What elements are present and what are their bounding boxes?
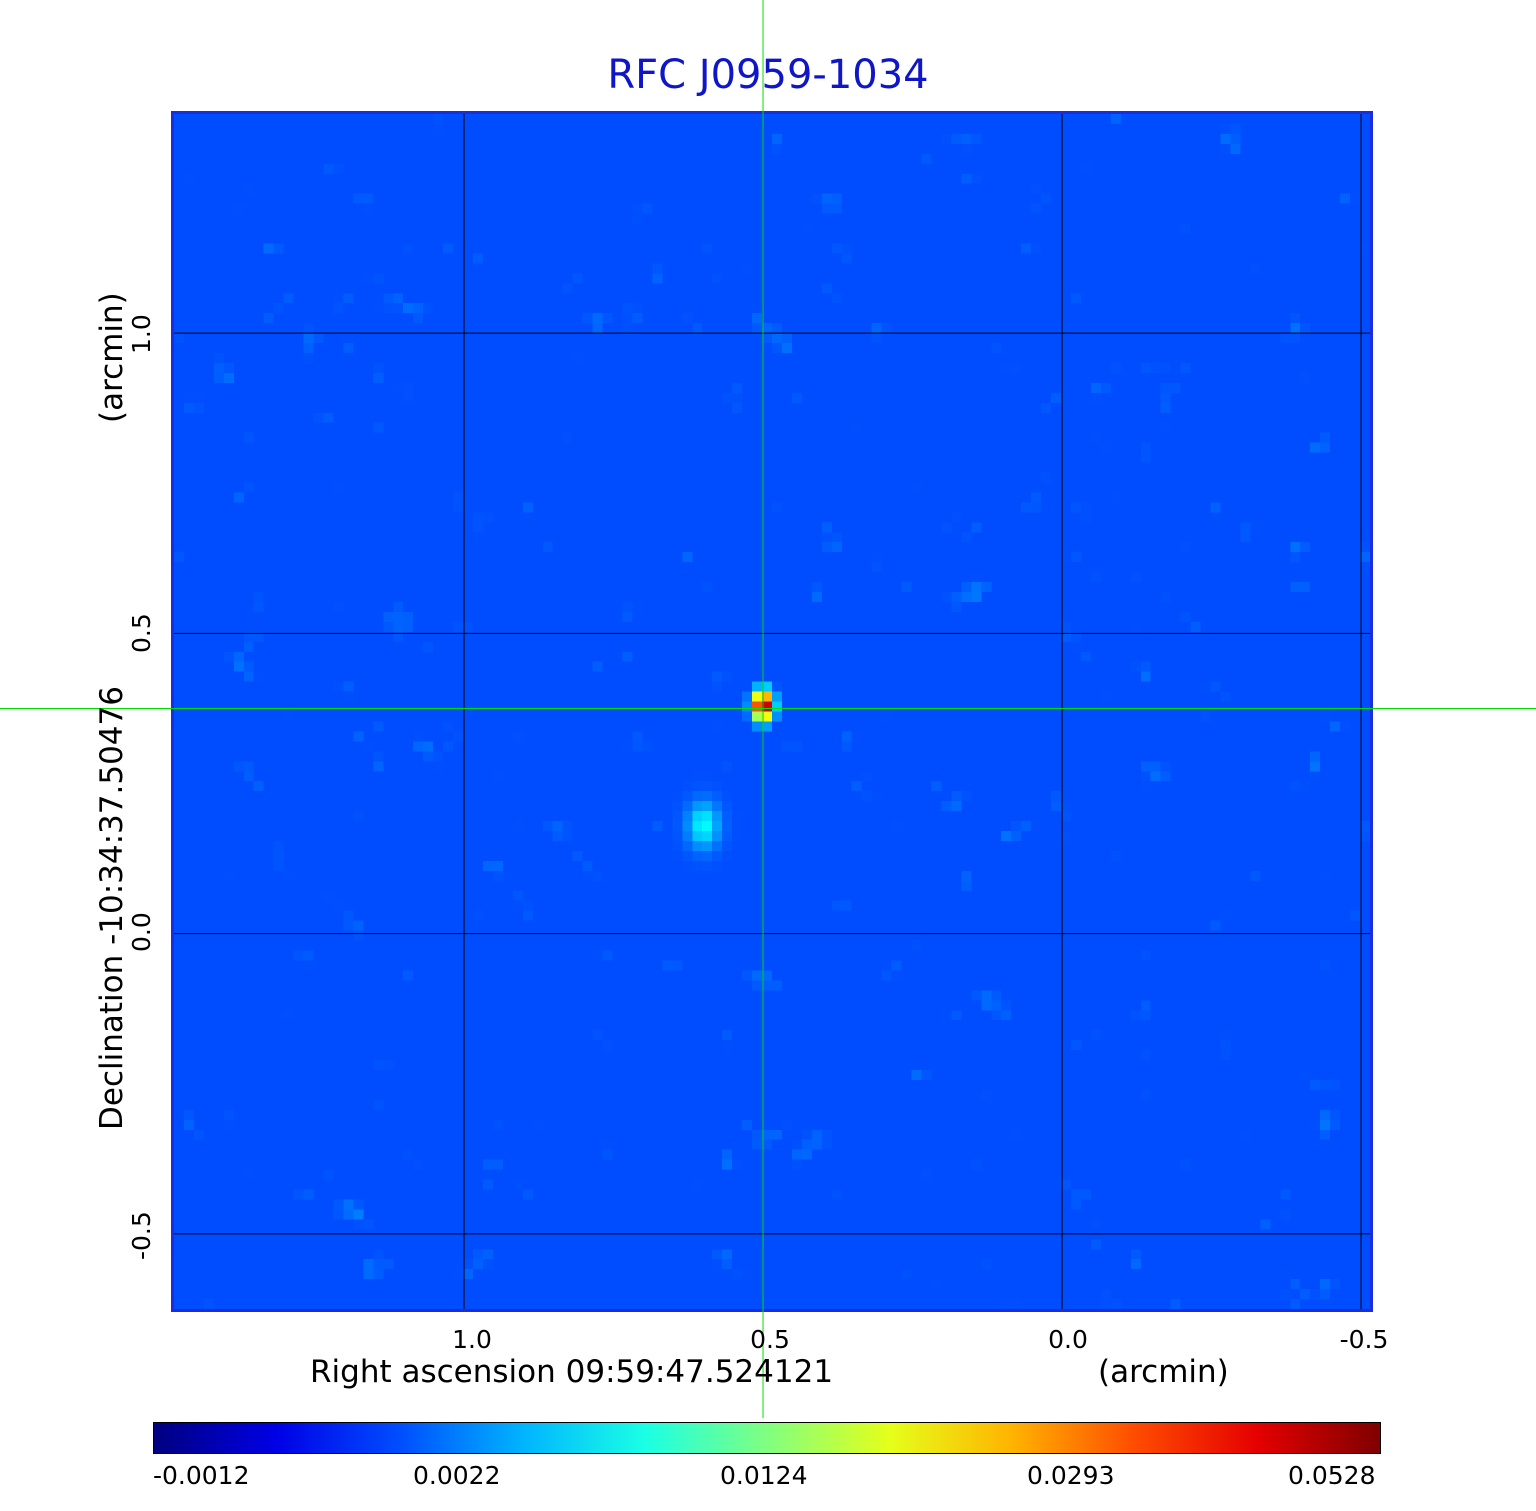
- y-tick-label: 0.0: [127, 912, 156, 952]
- x-tick-label: -0.5: [1339, 1325, 1389, 1354]
- colorbar-tick-label: 0.0124: [720, 1461, 808, 1490]
- y-axis-label: Declination -10:34:37.50476: [94, 686, 130, 1130]
- colorbar-tick-label: 0.0293: [1027, 1461, 1115, 1490]
- x-tick-label: 0.0: [1048, 1325, 1088, 1354]
- y-tick-label: 1.0: [127, 314, 156, 354]
- colorbar: [153, 1422, 1381, 1454]
- image-panel: [171, 111, 1373, 1312]
- x-tick-label: 0.5: [750, 1325, 790, 1354]
- x-axis-unit: (arcmin): [1098, 1354, 1229, 1390]
- y-axis-unit: (arcmin): [94, 292, 130, 423]
- colorbar-tick-label: -0.0012: [153, 1461, 250, 1490]
- y-tick-label: 0.5: [127, 613, 156, 653]
- colorbar-tick-label: 0.0022: [413, 1461, 501, 1490]
- x-axis-label: Right ascension 09:59:47.524121: [310, 1354, 834, 1390]
- y-tick-label: -0.5: [127, 1211, 156, 1260]
- colorbar-tick-label: 0.0528: [1288, 1461, 1376, 1490]
- intensity-map: [174, 114, 1370, 1309]
- x-tick-label: 1.0: [452, 1325, 492, 1354]
- chart-title: RFC J0959-1034: [607, 52, 929, 98]
